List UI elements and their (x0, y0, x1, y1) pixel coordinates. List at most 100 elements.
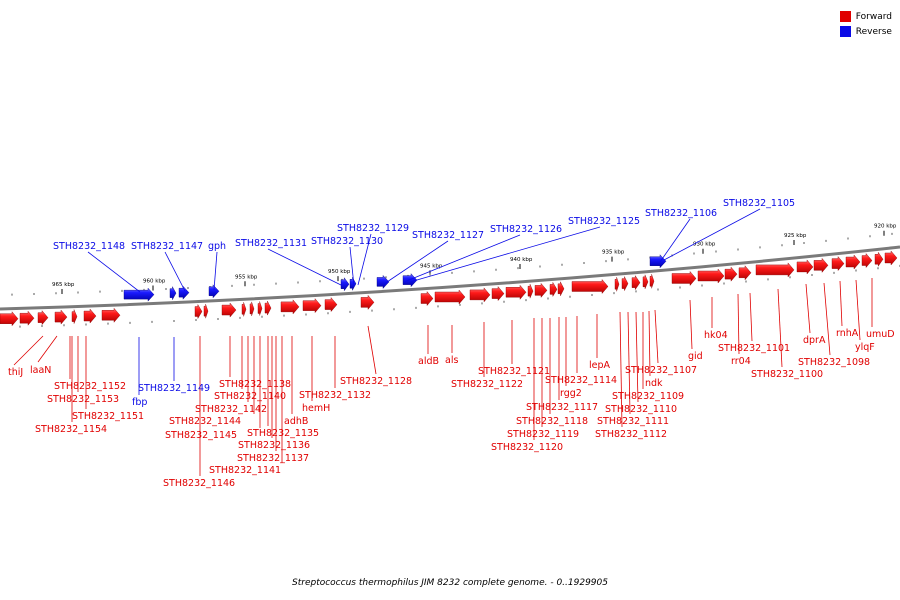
forward-gene-arrow (874, 251, 884, 267)
forward-gene-arrow (796, 259, 814, 275)
gene-label-sth8232-1148: STH8232_1148 (53, 241, 125, 252)
reverse-gene-arrow (349, 276, 357, 292)
forward-gene-arrow (83, 308, 97, 324)
gene-label-rgg2: rgg2 (560, 388, 582, 399)
forward-gene-arrow (557, 281, 565, 296)
forward-gene-arrow (0, 311, 19, 327)
forward-gene-arrow (302, 298, 322, 314)
gene-label-sth8232-1130: STH8232_1130 (311, 236, 383, 247)
leader-line-gph (213, 251, 218, 291)
gene-label-sth8232-1122: STH8232_1122 (451, 379, 523, 390)
forward-gene-arrow (527, 284, 534, 299)
forward-gene-arrow (571, 278, 609, 295)
leader-line-sth8232-1147 (164, 251, 186, 292)
gene-label-lepa: lepA (589, 360, 611, 371)
leader-line-sth8232-1125 (409, 226, 601, 283)
leader-line-sth8232-1111 (627, 311, 631, 415)
gene-label-umud: umuD (866, 329, 895, 340)
gene-label-sth8232-1146: STH8232_1146 (163, 478, 235, 489)
gene-label-hk04: hk04 (704, 330, 728, 341)
leader-line-sth8232-1105 (663, 208, 761, 261)
forward-gene-arrow (549, 281, 558, 298)
forward-gene-arrow (280, 299, 300, 315)
leader-line-ylqf (855, 279, 861, 341)
reverse-gene-arrow (402, 273, 418, 288)
leader-line-dpra (805, 283, 811, 334)
forward-gene-arrow (534, 282, 548, 298)
forward-gene-arrow (264, 300, 272, 316)
gene-label-sth8232-1110: STH8232_1110 (605, 404, 677, 415)
gene-label-rnha: rnhA (836, 328, 859, 339)
gene-label-sth8232-1142: STH8232_1142 (195, 404, 267, 415)
leader-line-sth8232-1101 (749, 292, 753, 342)
forward-gene-arrow (861, 253, 873, 269)
leader-line-sth8232-1126 (403, 234, 521, 283)
leader-line-sth8232-1148 (87, 251, 141, 293)
leader-line-sth8232-1131 (267, 248, 344, 287)
forward-gene-arrow (631, 275, 641, 291)
figure-caption: Streptococcus thermophilus JIM 8232 comp… (292, 578, 608, 588)
reverse-swatch (839, 26, 851, 37)
forward-gene-arrow (491, 286, 505, 302)
leader-lines (13, 208, 873, 476)
forward-gene-arrow (845, 254, 861, 270)
forward-swatch (839, 11, 851, 22)
leader-line-sth8232-1100 (777, 288, 783, 368)
gene-label-sth8232-1145: STH8232_1145 (165, 430, 237, 441)
forward-gene-arrow (813, 257, 829, 273)
forward-gene-arrow (101, 307, 121, 323)
reverse-gene-arrow (649, 254, 667, 269)
gene-label-sth8232-1129: STH8232_1129 (337, 223, 409, 234)
gene-labels: STH8232_1148 STH8232_1147 gph STH8232_1131 S… (8, 198, 895, 489)
gene-label-sth8232-1131: STH8232_1131 (235, 238, 307, 249)
legend-reverse: Reverse (839, 24, 892, 39)
forward-gene-arrow (649, 274, 655, 289)
reverse-gene-arrow (376, 274, 390, 289)
gene-label-adhb: adhB (284, 416, 308, 427)
gene-label-dpra: dprA (803, 335, 826, 346)
gene-label-sth8232-1098: STH8232_1098 (798, 357, 870, 368)
gene-label-sth8232-1132: STH8232_1132 (299, 390, 371, 401)
forward-gene-arrow (755, 262, 795, 278)
gene-label-sth8232-1118: STH8232_1118 (516, 416, 588, 427)
legend: Forward Reverse (839, 9, 892, 39)
forward-gene-arrow (257, 301, 263, 316)
gene-label-gph: gph (208, 241, 226, 252)
axis-tick-label: 925 kbp (784, 233, 807, 239)
gene-label-sth8232-1107: STH8232_1107 (625, 365, 697, 376)
gene-label-sth8232-1141: STH8232_1141 (209, 465, 281, 476)
legend-forward: Forward (839, 9, 892, 24)
leader-line-sth8232-1127 (383, 240, 449, 285)
gene-label-sth8232-1138: STH8232_1138 (219, 379, 291, 390)
gene-features (0, 250, 898, 327)
leader-line-thij (13, 335, 44, 366)
gene-label-aldb: aldB (418, 356, 439, 367)
axis-tick-label: 920 kbp (874, 224, 897, 230)
forward-gene-arrow (203, 304, 209, 319)
gene-label-sth8232-1140: STH8232_1140 (214, 391, 286, 402)
leader-line-sth8232-1129 (357, 233, 372, 286)
leader-line-sth8232-1098 (823, 282, 831, 356)
gene-label-sth8232-1135: STH8232_1135 (247, 428, 319, 439)
forward-gene-arrow (71, 309, 78, 324)
gene-label-sth8232-1152: STH8232_1152 (54, 381, 126, 392)
forward-gene-arrow (697, 268, 725, 284)
axis-tick-label: 960 kbp (143, 279, 166, 285)
leader-line-sth8232-1106 (659, 218, 691, 263)
gene-label-sth8232-1126: STH8232_1126 (490, 224, 562, 235)
legend-forward-label: Forward (855, 11, 892, 22)
gene-label-sth8232-1120: STH8232_1120 (491, 442, 563, 453)
gene-label-sth8232-1112: STH8232_1112 (595, 429, 667, 440)
leader-line-laan (37, 335, 58, 363)
forward-gene-arrow (469, 287, 491, 303)
gene-label-thij: thiJ (8, 367, 23, 378)
gene-label-sth8232-1127: STH8232_1127 (412, 230, 484, 241)
axis-tick-label: 935 kbp (602, 250, 625, 256)
gene-label-sth8232-1101: STH8232_1101 (718, 343, 790, 354)
forward-gene-arrow (249, 301, 255, 316)
gene-label-gid: gid (688, 351, 703, 362)
leader-line-rnha (839, 280, 843, 327)
gene-label-sth8232-1109: STH8232_1109 (612, 391, 684, 402)
reverse-gene-arrow (169, 285, 177, 301)
